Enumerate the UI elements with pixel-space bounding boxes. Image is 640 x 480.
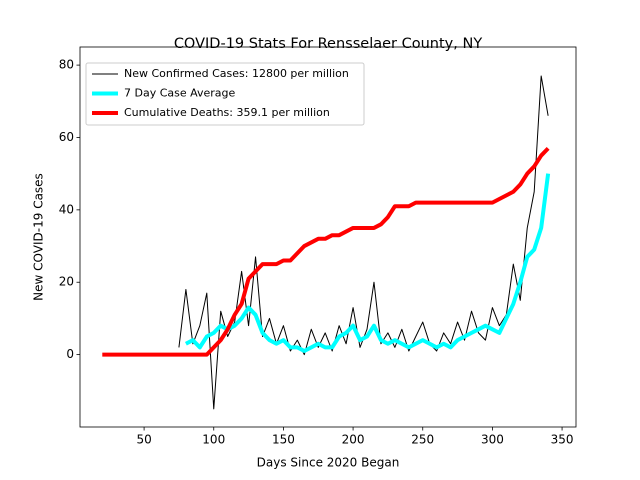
y-tick-label: 20 [59,275,74,289]
x-tick-label: 150 [272,433,295,447]
series-line [184,173,551,353]
plot-area [102,75,551,410]
x-tick-label: 50 [136,433,151,447]
x-tick-label: 350 [551,433,574,447]
y-axis-label: New COVID-19 Cases [32,173,46,301]
legend-label: Cumulative Deaths: 359.1 per million [124,106,330,119]
chart-title: COVID-19 Stats For Rensselaer County, NY [174,36,483,52]
series-line [102,146,550,357]
y-tick-label: 0 [66,347,74,361]
axes-frame [79,46,577,428]
series-line [178,75,549,410]
y-tick-label: 60 [59,130,74,144]
legend-label: 7 Day Case Average [124,87,236,100]
x-tick-label: 300 [481,433,504,447]
legend-label: New Confirmed Cases: 12800 per million [124,67,349,80]
x-tick-label: 200 [342,433,365,447]
legend-box [85,62,365,126]
x-tick-label: 250 [411,433,434,447]
x-tick-label: 100 [202,433,225,447]
x-axis-label: Days Since 2020 Began [257,456,400,470]
y-tick-label: 40 [59,202,74,216]
y-tick-label: 80 [59,58,74,72]
